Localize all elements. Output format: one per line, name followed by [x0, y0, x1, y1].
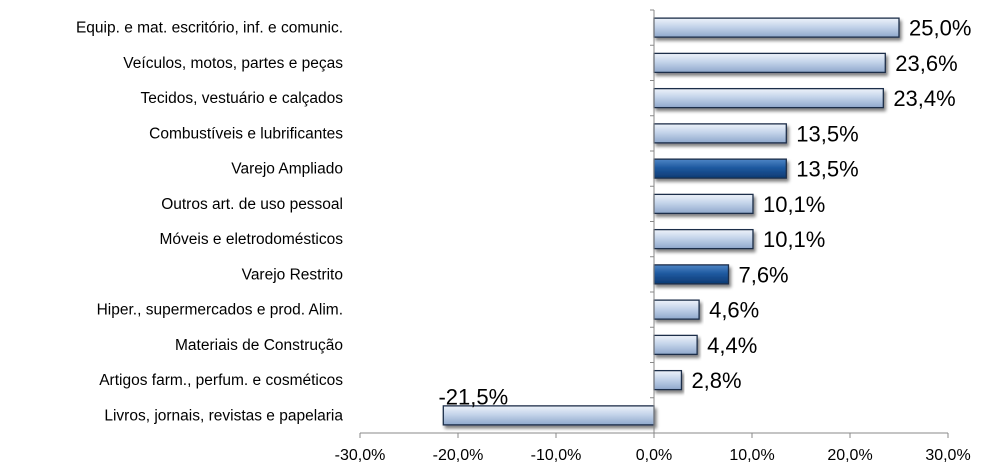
- value-label: 13,5%: [796, 157, 858, 182]
- x-tick-label: 20,0%: [827, 447, 872, 464]
- bar: [653, 87, 884, 109]
- bar: [653, 193, 754, 215]
- x-tick-label: 30,0%: [925, 447, 970, 464]
- bar: [653, 299, 700, 320]
- bar: [653, 52, 886, 74]
- value-label: 13,5%: [796, 121, 858, 146]
- bar: [653, 228, 754, 250]
- bar: [653, 264, 730, 285]
- category-label: Móveis e eletrodomésticos: [160, 231, 344, 248]
- x-tick-label: -10,0%: [531, 447, 582, 464]
- x-tick-label: 10,0%: [729, 447, 774, 464]
- value-label: 7,6%: [738, 262, 788, 287]
- bar: [653, 123, 787, 144]
- category-label: Artigos farm., perfum. e cosméticos: [99, 372, 343, 389]
- value-label: 23,6%: [895, 51, 957, 76]
- value-label: 2,8%: [691, 368, 741, 393]
- bars: [442, 17, 900, 426]
- category-label: Veículos, motos, partes e peças: [123, 55, 343, 72]
- category-labels: Equip. e mat. escritório, inf. e comunic…: [76, 20, 343, 425]
- x-tick-label: 0,0%: [636, 447, 672, 464]
- category-label: Hiper., supermercados e prod. Alim.: [97, 302, 343, 319]
- category-label: Outros art. de uso pessoal: [161, 196, 343, 213]
- value-label: 4,6%: [709, 298, 759, 323]
- value-label: 4,4%: [707, 333, 757, 358]
- bar: [653, 158, 787, 179]
- category-label: Livros, jornais, revistas e papelaria: [104, 407, 343, 424]
- value-labels: 25,0% 23,6% 23,4% 13,5% 13,5% 10,1% 10,1% 7,6% 4…: [438, 16, 971, 410]
- category-label: Combustíveis e lubrificantes: [149, 125, 343, 142]
- bar: [653, 334, 698, 356]
- value-label: 10,1%: [763, 227, 825, 252]
- category-label: Varejo Restrito: [242, 266, 343, 283]
- axes: -30,0% -20,0% -10,0% 0,0% 10,0% 20,0% 30,0%: [335, 9, 971, 464]
- value-label: 25,0%: [909, 16, 971, 41]
- value-label: 10,1%: [763, 192, 825, 217]
- category-label: Tecidos, vestuário e calçados: [141, 90, 344, 107]
- x-tick-label: -30,0%: [335, 447, 386, 464]
- value-label: 23,4%: [893, 86, 955, 111]
- value-label: -21,5%: [438, 384, 508, 409]
- x-tick-label: -20,0%: [433, 447, 484, 464]
- category-label: Equip. e mat. escritório, inf. e comunic…: [76, 20, 343, 37]
- bar: [653, 17, 900, 38]
- category-label: Varejo Ampliado: [231, 161, 343, 178]
- category-label: Materiais de Construção: [175, 337, 343, 354]
- bar: [653, 369, 683, 391]
